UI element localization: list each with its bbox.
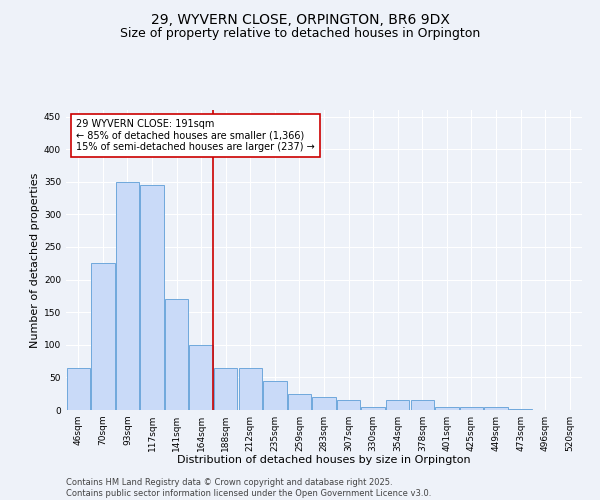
Bar xyxy=(165,299,188,410)
X-axis label: Distribution of detached houses by size in Orpington: Distribution of detached houses by size … xyxy=(177,456,471,466)
Bar xyxy=(91,264,115,410)
Bar xyxy=(460,406,483,410)
Bar xyxy=(435,406,458,410)
Bar xyxy=(410,400,434,410)
Y-axis label: Number of detached properties: Number of detached properties xyxy=(30,172,40,348)
Text: Contains HM Land Registry data © Crown copyright and database right 2025.
Contai: Contains HM Land Registry data © Crown c… xyxy=(66,478,431,498)
Bar xyxy=(337,400,360,410)
Bar xyxy=(263,380,287,410)
Bar xyxy=(288,394,311,410)
Bar xyxy=(509,408,532,410)
Bar xyxy=(484,406,508,410)
Bar xyxy=(313,397,335,410)
Text: 29 WYVERN CLOSE: 191sqm
← 85% of detached houses are smaller (1,366)
15% of semi: 29 WYVERN CLOSE: 191sqm ← 85% of detache… xyxy=(76,119,315,152)
Bar xyxy=(214,368,238,410)
Bar xyxy=(116,182,139,410)
Bar xyxy=(386,400,409,410)
Text: Size of property relative to detached houses in Orpington: Size of property relative to detached ho… xyxy=(120,28,480,40)
Bar xyxy=(361,406,385,410)
Bar xyxy=(239,368,262,410)
Bar xyxy=(190,345,213,410)
Text: 29, WYVERN CLOSE, ORPINGTON, BR6 9DX: 29, WYVERN CLOSE, ORPINGTON, BR6 9DX xyxy=(151,12,449,26)
Bar xyxy=(67,368,90,410)
Bar xyxy=(140,185,164,410)
